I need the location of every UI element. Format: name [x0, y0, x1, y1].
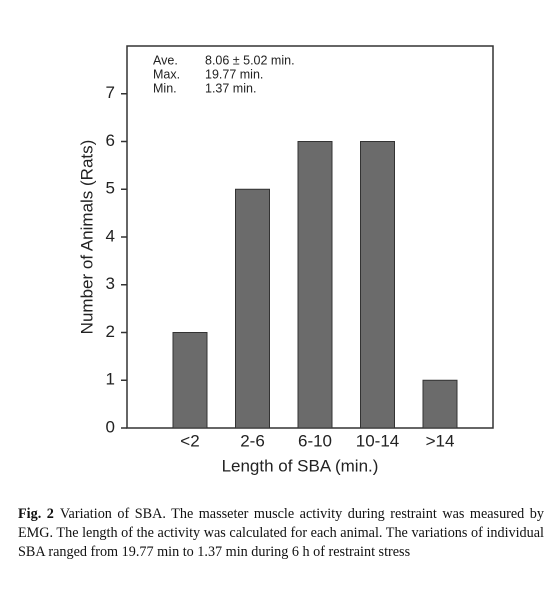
annotation-value: 8.06 ± 5.02 min. [205, 53, 295, 67]
x-tick-label: 2-6 [240, 431, 265, 450]
y-tick-label: 7 [106, 83, 115, 102]
x-tick-label: 6-10 [298, 431, 332, 450]
bar [297, 141, 333, 429]
annotation-label: Ave. [153, 53, 178, 67]
x-tick-label: 10-14 [356, 431, 399, 450]
bar [235, 188, 270, 429]
y-axis-label: Number of Animals (Rats) [77, 140, 96, 335]
y-tick-label: 6 [106, 131, 115, 150]
chart: Length of SBA (min.) Number of Animals (… [77, 45, 494, 475]
y-tick-label: 0 [106, 417, 115, 436]
x-tick-label: >14 [426, 431, 455, 450]
x-tick-label: <2 [180, 431, 199, 450]
bar [360, 141, 395, 429]
annotation-label: Min. [153, 81, 177, 95]
x-axis-label: Length of SBA (min.) [222, 456, 379, 475]
caption-label: Fig. 2 [18, 506, 54, 522]
caption-text: Variation of SBA. The masseter muscle ac… [18, 506, 544, 560]
caption: Fig. 2 Variation of SBA. The masseter mus… [18, 505, 544, 562]
bar [422, 379, 458, 429]
y-tick-label: 4 [106, 226, 115, 245]
annotation-label: Max. [153, 67, 180, 81]
annotation-value: 19.77 min. [205, 67, 263, 81]
y-tick-label: 2 [106, 322, 115, 341]
y-tick-label: 1 [106, 370, 115, 389]
y-tick-label: 3 [106, 274, 115, 293]
bar [172, 332, 208, 429]
annotation-value: 1.37 min. [205, 81, 256, 95]
y-tick-label: 5 [106, 179, 115, 198]
